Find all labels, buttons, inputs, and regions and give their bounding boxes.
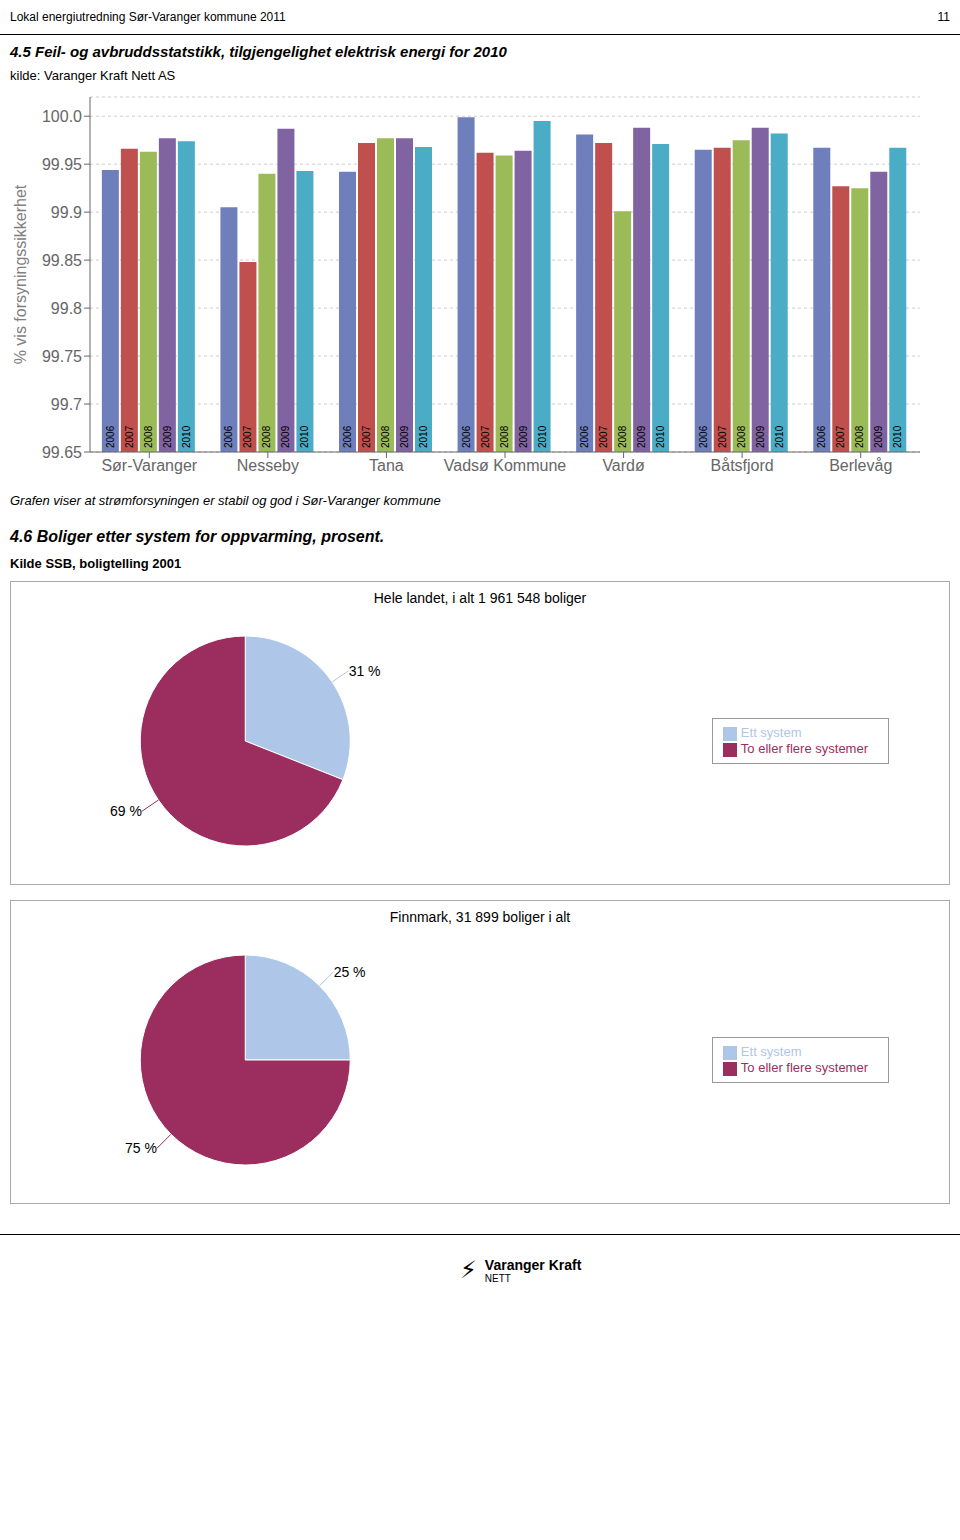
svg-text:2007: 2007 (480, 425, 491, 448)
svg-text:2009: 2009 (755, 425, 766, 448)
svg-text:99.75: 99.75 (42, 348, 82, 365)
html-text:⚡ Varanger Kraft: ⚡ Varanger Kraft (460, 1256, 582, 1284)
svg-text:25 %: 25 % (334, 964, 366, 980)
html-text:NETT: NETT (484, 1272, 511, 1284)
svg-text:2006: 2006 (223, 425, 234, 448)
svg-text:2010: 2010 (655, 425, 666, 448)
html-text:Finnmark, 31 899 boliger i alt: Finnmark, 31 899 boliger i alt (389, 909, 571, 925)
svg-text:2008: 2008 (736, 425, 747, 448)
svg-text:2006: 2006 (816, 425, 827, 448)
svg-text:2010: 2010 (774, 425, 785, 448)
svg-text:Nesseby: Nesseby (237, 457, 299, 474)
svg-text:2009: 2009 (399, 425, 410, 448)
html-text:Ett system: Ett system (740, 1044, 802, 1060)
svg-text:69 %: 69 % (110, 803, 142, 819)
svg-text:2006: 2006 (342, 425, 353, 448)
html-text:Ett system: Ett system (740, 725, 802, 741)
svg-text:2010: 2010 (537, 425, 548, 448)
svg-text:100.0: 100.0 (42, 108, 82, 125)
svg-text:2006: 2006 (105, 425, 116, 448)
html-text:To eller flere systemer: To eller flere systemer (740, 741, 868, 756)
svg-text:2010: 2010 (418, 425, 429, 448)
svg-text:2010: 2010 (299, 425, 310, 448)
svg-text:2007: 2007 (835, 425, 846, 448)
html-text:Kilde SSB, boligtelling 2001: Kilde SSB, boligtelling 2001 (10, 556, 182, 571)
html-text:To eller flere systemer: To eller flere systemer (740, 1060, 868, 1075)
svg-text:Sør-Varanger: Sør-Varanger (101, 457, 197, 474)
svg-text:99.65: 99.65 (42, 444, 82, 461)
svg-text:99.8: 99.8 (51, 300, 82, 317)
svg-text:2008: 2008 (261, 425, 272, 448)
html-text:kilde: Varanger Kraft Nett AS: kilde: Varanger Kraft Nett AS (10, 68, 176, 83)
svg-text:2009: 2009 (873, 425, 884, 448)
svg-text:2007: 2007 (242, 425, 253, 448)
svg-text:2010: 2010 (892, 425, 903, 448)
svg-text:2007: 2007 (124, 425, 135, 448)
svg-text:2008: 2008 (617, 425, 628, 448)
html-text:4.5 Feil- og avbruddsstatstikk: 4.5 Feil- og avbruddsstatstikk, tilgjeng… (10, 43, 507, 60)
svg-text:2008: 2008 (380, 425, 391, 448)
svg-text:2009: 2009 (280, 425, 291, 448)
svg-text:2009: 2009 (162, 425, 173, 448)
svg-text:2008: 2008 (143, 425, 154, 448)
svg-text:99.7: 99.7 (51, 396, 82, 413)
svg-text:2007: 2007 (361, 425, 372, 448)
svg-text:2006: 2006 (698, 425, 709, 448)
svg-text:99.85: 99.85 (42, 252, 82, 269)
svg-text:Berlevåg: Berlevåg (829, 457, 892, 474)
svg-text:2009: 2009 (636, 425, 647, 448)
svg-text:99.95: 99.95 (42, 156, 82, 173)
html-text:4.6 Boliger etter system for o: 4.6 Boliger etter system for oppvarming,… (10, 528, 385, 545)
svg-text:Båtsfjord: Båtsfjord (711, 457, 774, 474)
svg-text:Vadsø Kommune: Vadsø Kommune (444, 457, 567, 474)
svg-text:% vis forsyningssikkerhet: % vis forsyningssikkerhet (12, 184, 29, 364)
svg-text:2009: 2009 (518, 425, 529, 448)
html-text:Grafen viser at strømforsyning: Grafen viser at strømforsyningen er stab… (10, 493, 441, 508)
svg-text:2007: 2007 (598, 425, 609, 448)
svg-text:Vardø: Vardø (602, 457, 645, 474)
svg-text:75 %: 75 % (125, 1140, 157, 1156)
svg-text:2006: 2006 (579, 425, 590, 448)
svg-text:2010: 2010 (181, 425, 192, 448)
svg-text:99.9: 99.9 (51, 204, 82, 221)
svg-text:2007: 2007 (717, 425, 728, 448)
svg-text:2006: 2006 (461, 425, 472, 448)
svg-text:Tana: Tana (369, 457, 404, 474)
svg-text:2008: 2008 (499, 425, 510, 448)
html-text:Lokal energiutredning Sør-Vara: Lokal energiutredning Sør-Varanger kommu… (10, 10, 286, 24)
svg-text:31 %: 31 % (349, 663, 381, 679)
html-text:11: 11 (937, 10, 950, 24)
svg-text:2008: 2008 (854, 425, 865, 448)
html-text:Hele landet, i alt 1 961 548 b: Hele landet, i alt 1 961 548 boliger (373, 590, 587, 606)
